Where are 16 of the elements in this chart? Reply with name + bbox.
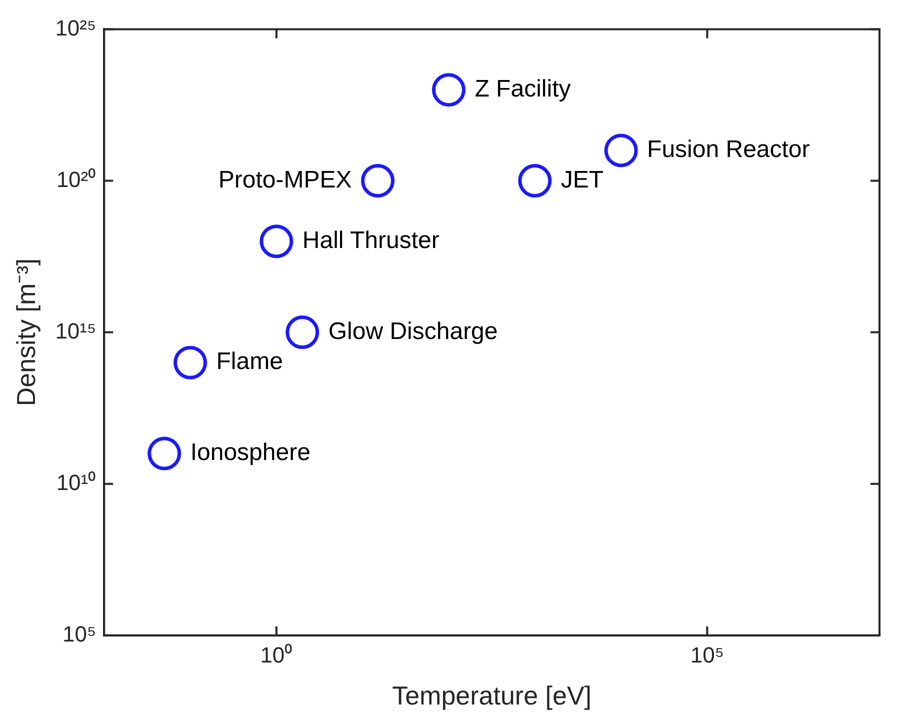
y-tick-label: 10²⁵ [55,15,96,40]
y-tick-label: 10²⁰ [56,166,96,192]
y-tick-label: 10⁵ [62,621,96,646]
annotation: Flame [216,348,283,376]
y-tick-label: 10¹⁵ [55,318,96,344]
y-axis-title: Density [m⁻³] [10,258,41,406]
annotation: Proto-MPEX [218,166,352,194]
annotation: JET [560,166,604,194]
x-tick-label: 10⁰ [260,642,293,668]
annotation: Fusion Reactor [647,136,810,164]
annotation: Z Facility [474,75,571,102]
annotation: Glow Discharge [328,318,498,345]
y-tick-label: 10¹⁰ [56,470,96,495]
x-axis-title: Temperature [eV] [392,680,592,711]
annotation: Hall Thruster [302,226,440,254]
annotation: Ionosphere [190,439,310,466]
